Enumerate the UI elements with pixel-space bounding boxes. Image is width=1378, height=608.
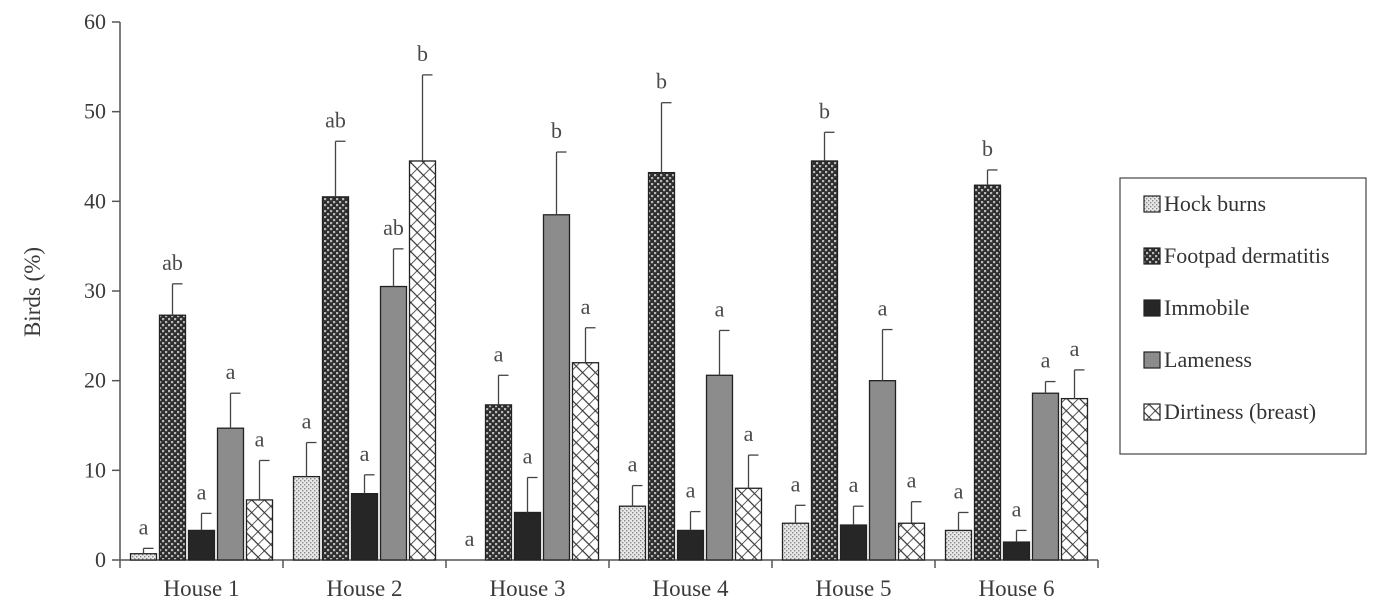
y-tick-label: 20 (84, 368, 106, 393)
y-axis-title: Birds (%) (20, 247, 45, 337)
bar (1060, 397, 1089, 561)
bar (350, 492, 379, 561)
x-category-label: House 5 (815, 576, 891, 601)
bar (571, 362, 600, 561)
bar (705, 374, 734, 561)
significance-label: a (226, 359, 236, 384)
significance-label: a (1012, 496, 1022, 521)
significance-label: a (628, 452, 638, 477)
significance-label: a (907, 468, 917, 493)
significance-label: ab (325, 107, 346, 132)
significance-label: b (551, 118, 562, 143)
bar (245, 499, 274, 561)
significance-label: a (849, 472, 859, 497)
significance-label: a (1041, 348, 1051, 373)
bar (868, 380, 897, 561)
bar (542, 214, 571, 561)
significance-label: a (494, 341, 504, 366)
significance-label: ab (162, 250, 183, 275)
bar (781, 522, 810, 561)
significance-label: a (791, 471, 801, 496)
legend: Hock burns Footpad dermatitis Immobile Lame… (1119, 177, 1367, 455)
bar (897, 522, 926, 561)
significance-label: a (197, 479, 207, 504)
bar (216, 427, 245, 561)
y-tick-label: 10 (84, 457, 106, 482)
legend-swatch (1143, 351, 1161, 369)
y-tick-label: 0 (95, 547, 106, 572)
significance-label: a (954, 478, 964, 503)
significance-label: b (819, 98, 830, 123)
bar (618, 505, 647, 561)
bar (973, 184, 1002, 561)
y-tick-label: 40 (84, 188, 106, 213)
significance-label: a (302, 409, 312, 434)
significance-label: a (686, 478, 696, 503)
legend-label: Immobile (1164, 295, 1250, 320)
bar (1002, 541, 1031, 561)
significance-label: a (465, 526, 475, 551)
x-category-label: House 3 (489, 576, 565, 601)
bar (187, 529, 216, 561)
significance-label: a (523, 444, 533, 469)
significance-label: ab (383, 215, 404, 240)
bar (484, 404, 513, 561)
legend-label: Hock burns (1164, 191, 1266, 216)
significance-label: a (255, 426, 265, 451)
significance-label: a (715, 296, 725, 321)
bar (513, 511, 542, 561)
x-category-label: House 4 (652, 576, 729, 601)
y-tick-label: 50 (84, 99, 106, 124)
significance-label: b (417, 41, 428, 66)
bar (734, 487, 763, 561)
legend-swatch (1143, 299, 1161, 317)
bar (810, 160, 839, 561)
legend-box (1119, 177, 1367, 455)
legend-swatch (1143, 195, 1161, 213)
significance-label: a (878, 296, 888, 321)
significance-label: a (744, 421, 754, 446)
bar (944, 529, 973, 561)
x-category-label: House 6 (978, 576, 1054, 601)
legend-label: Lameness (1164, 347, 1252, 372)
bar (408, 160, 437, 561)
bar (292, 475, 321, 561)
significance-label: b (982, 136, 993, 161)
axes: 0 10 20 30 40 50 60 House 1 House 2 House 3 House … (84, 9, 1099, 601)
bar (647, 171, 676, 561)
bar (129, 553, 158, 561)
legend-swatch (1143, 403, 1161, 421)
significance-label: b (656, 69, 667, 94)
bar (839, 524, 868, 561)
bar (321, 196, 350, 561)
significance-label: a (581, 294, 591, 319)
significance-label: a (139, 514, 149, 539)
legend-swatch (1143, 247, 1161, 265)
bar (158, 314, 187, 561)
bar (1031, 392, 1060, 561)
bar (676, 529, 705, 561)
bar (379, 285, 408, 561)
y-tick-label: 60 (84, 9, 106, 34)
significance-label: a (1070, 336, 1080, 361)
y-tick-label: 30 (84, 278, 106, 303)
x-category-label: House 1 (163, 576, 239, 601)
x-category-label: House 2 (326, 576, 402, 601)
legend-label: Footpad dermatitis (1164, 243, 1330, 268)
legend-label: Dirtiness (breast) (1164, 399, 1316, 424)
significance-label: a (360, 441, 370, 466)
